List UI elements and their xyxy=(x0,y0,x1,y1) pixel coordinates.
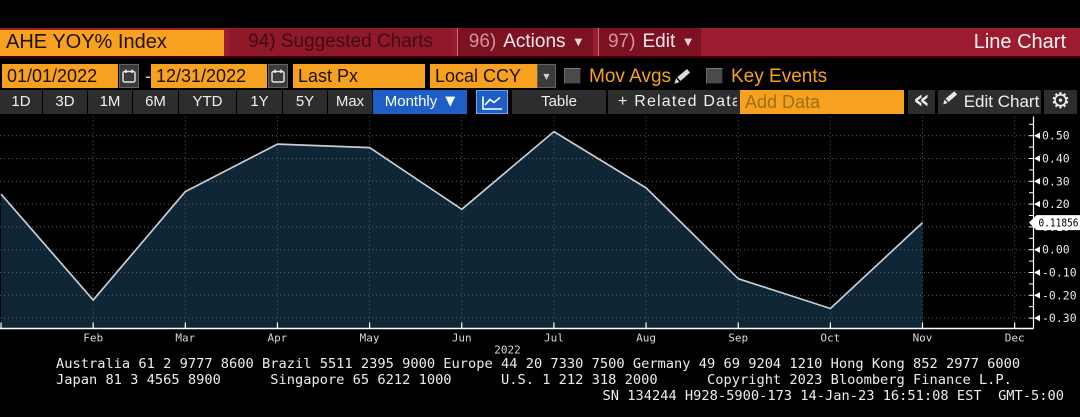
settings-gear-button[interactable]: ⚙ xyxy=(1044,90,1077,114)
range-button-3d[interactable]: 3D xyxy=(43,90,87,114)
y-tick-arrow xyxy=(1034,155,1040,162)
x-tick-label: Apr xyxy=(268,332,288,345)
mov-avgs-label: Mov Avgs xyxy=(589,66,672,87)
calendar-icon xyxy=(271,69,285,83)
add-data-input[interactable]: Add Data xyxy=(740,90,904,114)
field-row: 01/01/2022 - 12/31/2022 Last Px Local CC… xyxy=(0,62,1080,90)
y-tick-label: 0.20 xyxy=(1042,197,1070,211)
calendar-icon xyxy=(122,69,136,83)
year-label: 2022 xyxy=(494,344,521,357)
table-button[interactable]: Table xyxy=(512,90,606,114)
footer-contact-line-2: Japan 81 3 4565 8900 Singapore 65 6212 1… xyxy=(56,372,1012,388)
range-button-ytd[interactable]: YTD xyxy=(179,90,236,114)
mov-avgs-pencil-icon[interactable] xyxy=(671,68,691,85)
suggested-charts-number: 94) xyxy=(248,31,276,52)
x-tick-label: Mar xyxy=(175,332,195,345)
actions-caret-icon: ▼ xyxy=(574,37,583,48)
x-tick-label: Aug xyxy=(636,332,656,345)
y-tick-arrow xyxy=(1034,132,1040,139)
price-field-input[interactable]: Last Px xyxy=(293,64,425,88)
edit-chart-button[interactable]: Edit Chart xyxy=(938,90,1041,114)
x-tick-label: Dec xyxy=(1005,332,1025,345)
end-date-input[interactable]: 12/31/2022 xyxy=(151,64,267,88)
chart-type-button[interactable] xyxy=(476,90,508,114)
actions-menu-label: Actions xyxy=(503,31,566,52)
end-date-calendar-button[interactable] xyxy=(268,64,288,88)
edit-caret-icon: ▼ xyxy=(684,37,692,48)
security-ticker-field[interactable]: AHE YOY% Index xyxy=(0,30,224,56)
y-tick-arrow xyxy=(1034,269,1040,276)
last-price-tag xyxy=(1029,215,1080,231)
suggested-charts-menu[interactable]: 94) Suggested Charts xyxy=(229,28,452,56)
price-line xyxy=(0,130,924,310)
period-dropdown[interactable]: Monthly ▼ xyxy=(373,90,467,114)
range-button-max[interactable]: Max xyxy=(328,90,372,114)
view-title: Line Chart xyxy=(973,31,1066,53)
period-dropdown-label: Monthly xyxy=(384,93,438,110)
actions-menu[interactable]: 96) Actions ▼ xyxy=(457,28,593,56)
y-tick-label: -0.10 xyxy=(1042,266,1077,280)
y-tick-label: 0.30 xyxy=(1042,174,1070,188)
edit-pencil-icon xyxy=(942,91,957,105)
area-fill xyxy=(1,131,923,329)
range-button-1m[interactable]: 1M xyxy=(88,90,132,114)
chevron-down-icon: ▼ xyxy=(543,71,550,81)
x-tick-label: Jun xyxy=(452,332,472,345)
last-price-label: 0.11856 xyxy=(1039,217,1079,230)
collapse-panel-button[interactable]: « xyxy=(908,87,935,114)
y-tick-arrow xyxy=(1034,200,1040,208)
footer-terminal-info: SN 134244 H928-5900-173 14-Jan-23 16:51:… xyxy=(602,388,1064,404)
x-tick-label: Nov xyxy=(913,332,933,345)
range-button-6m[interactable]: 6M xyxy=(133,90,178,114)
y-tick-arrow xyxy=(1034,292,1040,299)
range-button-1y[interactable]: 1Y xyxy=(237,90,282,114)
y-tick-label: 0.40 xyxy=(1042,152,1070,166)
edit-chart-label: Edit Chart xyxy=(963,92,1040,111)
x-tick-label: Feb xyxy=(83,332,103,345)
range-button-1d[interactable]: 1D xyxy=(0,90,42,114)
edit-menu-label: Edit xyxy=(642,31,676,52)
related-data-button[interactable]: + Related Data xyxy=(608,90,740,114)
y-tick-label: 0.00 xyxy=(1042,243,1070,257)
suggested-charts-label: Suggested Charts xyxy=(280,31,433,52)
chart-toolbar: 1D 3D 1M 6M YTD 1Y 5Y Max Monthly ▼ Table… xyxy=(0,87,1080,114)
actions-menu-number: 96) xyxy=(468,31,497,52)
currency-dropdown[interactable]: Local CCY xyxy=(430,64,537,88)
y-tick-label: -0.30 xyxy=(1042,311,1077,325)
x-tick-label: Jul xyxy=(544,332,564,345)
line-chart-icon xyxy=(482,96,502,110)
title-bar: AHE YOY% Index 94) Suggested Charts 96) A… xyxy=(0,28,1080,58)
y-tick-arrow xyxy=(1034,178,1040,185)
x-tick-label: May xyxy=(360,332,380,345)
footer-contact-line-1: Australia 61 2 9777 8600 Brazil 5511 239… xyxy=(56,356,1021,372)
y-tick-arrow xyxy=(1034,246,1040,253)
key-events-checkbox[interactable] xyxy=(706,68,723,84)
start-date-input[interactable]: 01/01/2022 xyxy=(2,64,118,88)
start-date-calendar-button[interactable] xyxy=(119,64,139,88)
related-data-label: + Related Data xyxy=(618,93,737,110)
key-events-label: Key Events xyxy=(731,66,828,87)
period-caret-icon: ▼ xyxy=(445,94,456,109)
y-tick-arrow xyxy=(1034,314,1040,322)
y-tick-label: -0.20 xyxy=(1042,288,1077,302)
currency-dropdown-button[interactable]: ▼ xyxy=(537,64,556,88)
x-tick-label: Oct xyxy=(820,332,840,345)
range-button-5y[interactable]: 5Y xyxy=(283,90,327,114)
edit-menu-number: 97) xyxy=(608,31,636,52)
x-tick-label: Sep xyxy=(728,332,748,345)
edit-menu[interactable]: 97) Edit ▼ xyxy=(598,28,701,56)
date-range-separator: - xyxy=(145,66,151,86)
mov-avgs-checkbox[interactable] xyxy=(564,68,581,84)
y-tick-label: 0.50 xyxy=(1042,129,1070,143)
